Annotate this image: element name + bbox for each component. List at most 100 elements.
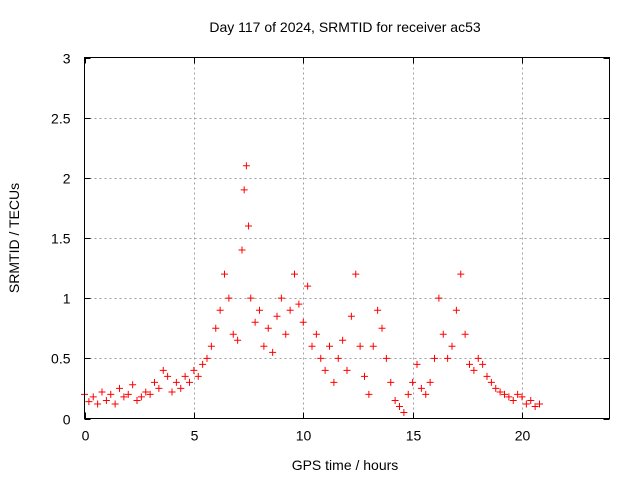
data-point (312, 330, 320, 338)
data-point (304, 282, 312, 290)
data-point (264, 324, 272, 332)
data-point (439, 330, 447, 338)
y-tick-label: 0.5 (51, 351, 71, 367)
x-tick-label: 10 (296, 428, 312, 444)
data-point (483, 372, 491, 380)
y-tick-label: 0 (63, 412, 71, 428)
data-point (98, 388, 106, 396)
data-point (466, 360, 473, 368)
data-point (190, 366, 198, 374)
data-point (536, 400, 543, 408)
x-tick-label: 5 (191, 428, 199, 444)
data-point (282, 330, 290, 338)
data-point (94, 400, 102, 408)
data-point (269, 348, 277, 356)
data-point (448, 342, 456, 350)
data-point (334, 354, 342, 362)
tick-marks (84, 57, 610, 420)
data-point (216, 306, 224, 314)
data-point (308, 342, 316, 350)
data-point (435, 294, 443, 302)
data-point (247, 294, 255, 302)
data-points (81, 162, 543, 416)
data-point (505, 393, 513, 401)
data-point (221, 270, 228, 278)
data-point (242, 162, 250, 170)
data-point (240, 186, 248, 194)
data-point (286, 306, 294, 314)
data-point (400, 408, 408, 416)
data-point (321, 366, 329, 374)
data-point (382, 354, 390, 362)
data-point (133, 396, 141, 404)
data-point (203, 354, 211, 362)
data-point (277, 294, 285, 302)
y-tick-label: 2 (63, 171, 71, 187)
data-point (102, 396, 110, 404)
data-point (452, 306, 460, 314)
data-point (527, 396, 535, 404)
grid-layer (84, 57, 610, 419)
data-point (151, 378, 158, 386)
data-point (444, 354, 452, 362)
y-tick-labels: 0 0.5 1 1.5 2 2.5 3 (51, 51, 71, 428)
data-point (225, 294, 233, 302)
x-tick-label: 20 (515, 428, 531, 444)
data-point (531, 402, 539, 410)
data-point (378, 324, 386, 332)
data-point (186, 378, 193, 386)
chart-title: Day 117 of 2024, SRMTID for receiver ac5… (209, 19, 481, 35)
data-point (474, 354, 482, 362)
data-point (330, 378, 338, 386)
data-point (339, 336, 347, 344)
data-point (396, 402, 403, 410)
data-point (172, 378, 180, 386)
data-point (89, 393, 97, 401)
y-tick-label: 1 (63, 291, 71, 307)
y-tick-label: 3 (63, 51, 71, 67)
data-point (514, 390, 522, 398)
data-point (496, 388, 504, 396)
data-point (177, 384, 185, 392)
data-point (238, 246, 246, 254)
data-point (391, 396, 399, 404)
data-point (422, 390, 430, 398)
data-point (168, 388, 176, 396)
data-point (159, 366, 167, 374)
data-point (374, 306, 382, 314)
data-point (404, 390, 412, 398)
y-tick-label: 2.5 (51, 111, 71, 127)
data-point (518, 393, 526, 401)
data-point (245, 222, 253, 230)
data-point (129, 381, 137, 389)
data-point (317, 354, 325, 362)
x-tick-label: 15 (406, 428, 422, 444)
data-point (181, 372, 189, 380)
data-point (164, 372, 172, 380)
data-point (212, 324, 220, 332)
data-point (299, 318, 307, 326)
data-point (356, 342, 364, 350)
data-point (479, 360, 487, 368)
data-point (470, 366, 478, 374)
x-axis-title: GPS time / hours (292, 457, 399, 473)
y-axis-title: SRMTID / TECUs (6, 183, 22, 293)
data-point (260, 342, 268, 350)
data-point (229, 330, 237, 338)
data-point (426, 378, 434, 386)
data-point (501, 390, 508, 398)
data-point (457, 270, 465, 278)
data-point (116, 384, 123, 392)
data-point (256, 306, 263, 314)
x-tick-labels: 0 5 10 15 20 (82, 428, 531, 444)
data-point (509, 396, 517, 404)
data-point (413, 360, 421, 368)
data-point (365, 390, 373, 398)
data-point (273, 312, 281, 320)
data-point (234, 336, 242, 344)
data-point (207, 342, 215, 350)
data-point (417, 384, 425, 392)
data-point (492, 384, 500, 392)
data-point (142, 388, 150, 396)
